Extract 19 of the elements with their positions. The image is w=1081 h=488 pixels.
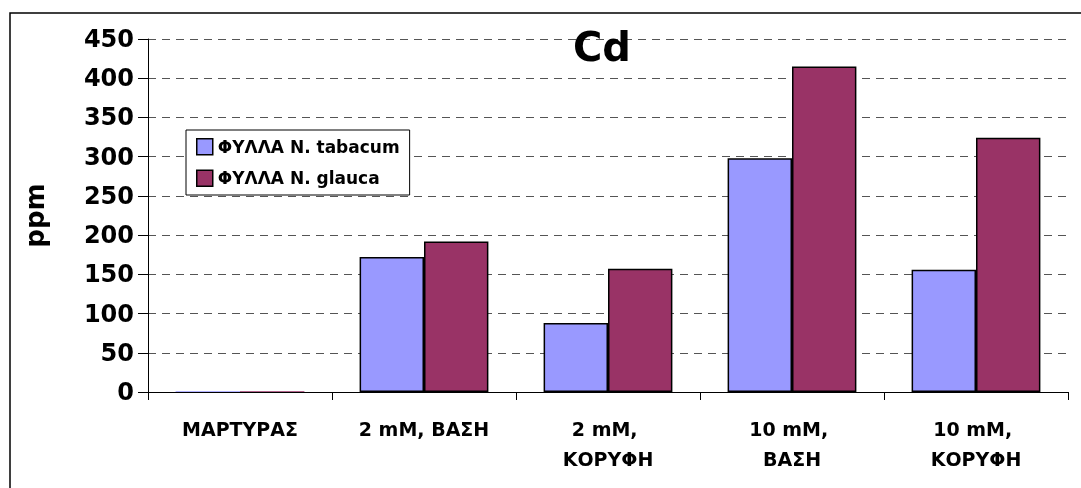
y-tick-label: 250: [83, 181, 134, 210]
legend-label: ΦΥΛΛΑ N. tabacum: [217, 136, 400, 157]
legend-label: ΦΥΛΛΑ N. glauca: [217, 168, 380, 189]
y-tick-label: 150: [83, 260, 134, 289]
x-tick-label: 10 mM, ΒΑΣΗ: [749, 418, 835, 470]
y-tick-label: 450: [83, 25, 134, 53]
y-tick-label: 300: [83, 142, 134, 171]
x-tick-label: ΜΑΡΤΥΡΑΣ: [182, 418, 298, 440]
y-tick-label: 350: [83, 103, 134, 132]
y-tick-label: 400: [83, 64, 134, 93]
y-tick-label: 50: [100, 338, 134, 367]
y-tick-label: 200: [83, 221, 134, 250]
y-tick-label: 100: [83, 299, 134, 328]
y-axis-title: ppm: [20, 183, 50, 248]
x-tick-label: 10 mM, ΚΟΡΥΦΗ: [930, 418, 1022, 470]
y-tick-label: 0: [117, 378, 134, 406]
x-tick-label: 2 mM, ΚΟΡΥΦΗ: [562, 418, 654, 470]
x-tick-label: 2 mM, ΒΑΣΗ: [358, 418, 490, 440]
chart-title: Cd: [573, 24, 631, 70]
